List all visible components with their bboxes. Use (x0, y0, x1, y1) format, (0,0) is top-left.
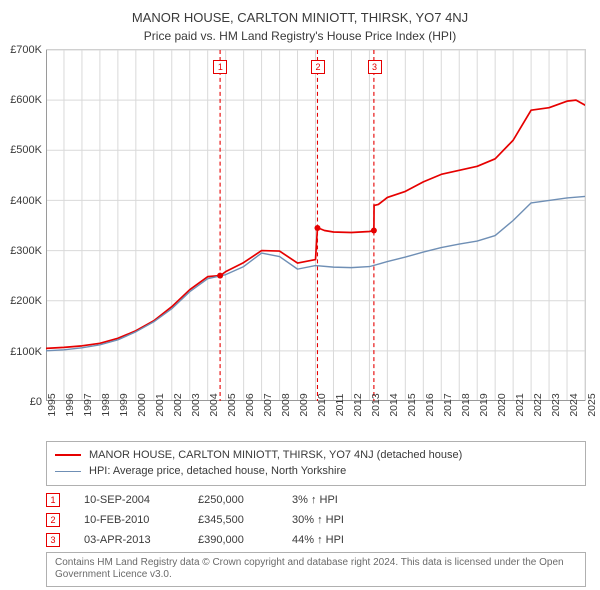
chart-area: £0£100K£200K£300K£400K£500K£600K£700K 12… (46, 49, 586, 401)
x-tick-label: 2004 (208, 393, 220, 416)
x-tick-label: 2025 (586, 393, 598, 416)
legend-row-price-paid: MANOR HOUSE, CARLTON MINIOTT, THIRSK, YO… (55, 447, 577, 464)
x-tick-label: 1997 (82, 393, 94, 416)
event-date: 03-APR-2013 (84, 534, 174, 546)
x-tick-label: 2010 (316, 393, 328, 416)
y-tick-label: £100K (0, 346, 42, 358)
x-tick-label: 2018 (460, 393, 472, 416)
x-tick-label: 2005 (226, 393, 238, 416)
legend: MANOR HOUSE, CARLTON MINIOTT, THIRSK, YO… (46, 441, 586, 486)
event-row: 3 03-APR-2013 £390,000 44% ↑ HPI (46, 530, 586, 550)
event-row: 2 10-FEB-2010 £345,500 30% ↑ HPI (46, 510, 586, 530)
event-price: £390,000 (198, 534, 268, 546)
x-tick-label: 2002 (172, 393, 184, 416)
x-tick-label: 2009 (298, 393, 310, 416)
x-tick-label: 1995 (46, 393, 58, 416)
event-marker-badge: 3 (368, 60, 382, 74)
event-badge: 3 (46, 533, 60, 547)
event-badge: 1 (46, 493, 60, 507)
event-price: £345,500 (198, 514, 268, 526)
legend-label-hpi: HPI: Average price, detached house, Nort… (89, 463, 346, 480)
x-tick-label: 2021 (514, 393, 526, 416)
y-tick-label: £700K (0, 44, 42, 56)
x-tick-label: 2000 (136, 393, 148, 416)
event-marker-badge: 2 (311, 60, 325, 74)
event-date: 10-FEB-2010 (84, 514, 174, 526)
x-tick-label: 2016 (424, 393, 436, 416)
x-tick-label: 1996 (64, 393, 76, 416)
y-tick-label: £300K (0, 245, 42, 257)
x-axis-labels: 1995199619971998199920002001200220032004… (46, 401, 586, 435)
event-delta: 44% ↑ HPI (292, 534, 382, 546)
legend-swatch-hpi (55, 471, 81, 472)
event-delta: 3% ↑ HPI (292, 494, 382, 506)
x-tick-label: 2012 (352, 393, 364, 416)
x-tick-label: 2015 (406, 393, 418, 416)
event-price: £250,000 (198, 494, 268, 506)
x-tick-label: 2017 (442, 393, 454, 416)
y-tick-label: £0 (0, 396, 42, 408)
page-title: MANOR HOUSE, CARLTON MINIOTT, THIRSK, YO… (0, 0, 600, 27)
legend-label-price-paid: MANOR HOUSE, CARLTON MINIOTT, THIRSK, YO… (89, 447, 462, 464)
x-tick-label: 2022 (532, 393, 544, 416)
x-tick-label: 2014 (388, 393, 400, 416)
disclaimer: Contains HM Land Registry data © Crown c… (46, 552, 586, 587)
x-tick-label: 2008 (280, 393, 292, 416)
y-tick-label: £400K (0, 195, 42, 207)
x-tick-label: 2003 (190, 393, 202, 416)
page-subtitle: Price paid vs. HM Land Registry's House … (0, 27, 600, 49)
event-badge: 2 (46, 513, 60, 527)
x-tick-label: 2019 (478, 393, 490, 416)
event-table: 1 10-SEP-2004 £250,000 3% ↑ HPI 2 10-FEB-2010… (46, 490, 586, 550)
x-tick-label: 2020 (496, 393, 508, 416)
event-date: 10-SEP-2004 (84, 494, 174, 506)
x-tick-label: 2007 (262, 393, 274, 416)
x-tick-label: 1998 (100, 393, 112, 416)
x-tick-label: 2001 (154, 393, 166, 416)
y-tick-label: £200K (0, 295, 42, 307)
x-tick-label: 2011 (334, 394, 346, 417)
event-row: 1 10-SEP-2004 £250,000 3% ↑ HPI (46, 490, 586, 510)
legend-swatch-price-paid (55, 454, 81, 456)
y-tick-label: £500K (0, 144, 42, 156)
legend-row-hpi: HPI: Average price, detached house, Nort… (55, 463, 577, 480)
x-tick-label: 2013 (370, 393, 382, 416)
x-tick-label: 2006 (244, 393, 256, 416)
chart-svg (46, 50, 585, 401)
x-tick-label: 2023 (550, 393, 562, 416)
event-delta: 30% ↑ HPI (292, 514, 382, 526)
x-tick-label: 1999 (118, 393, 130, 416)
event-marker-badge: 1 (213, 60, 227, 74)
x-tick-label: 2024 (568, 393, 580, 416)
y-tick-label: £600K (0, 94, 42, 106)
